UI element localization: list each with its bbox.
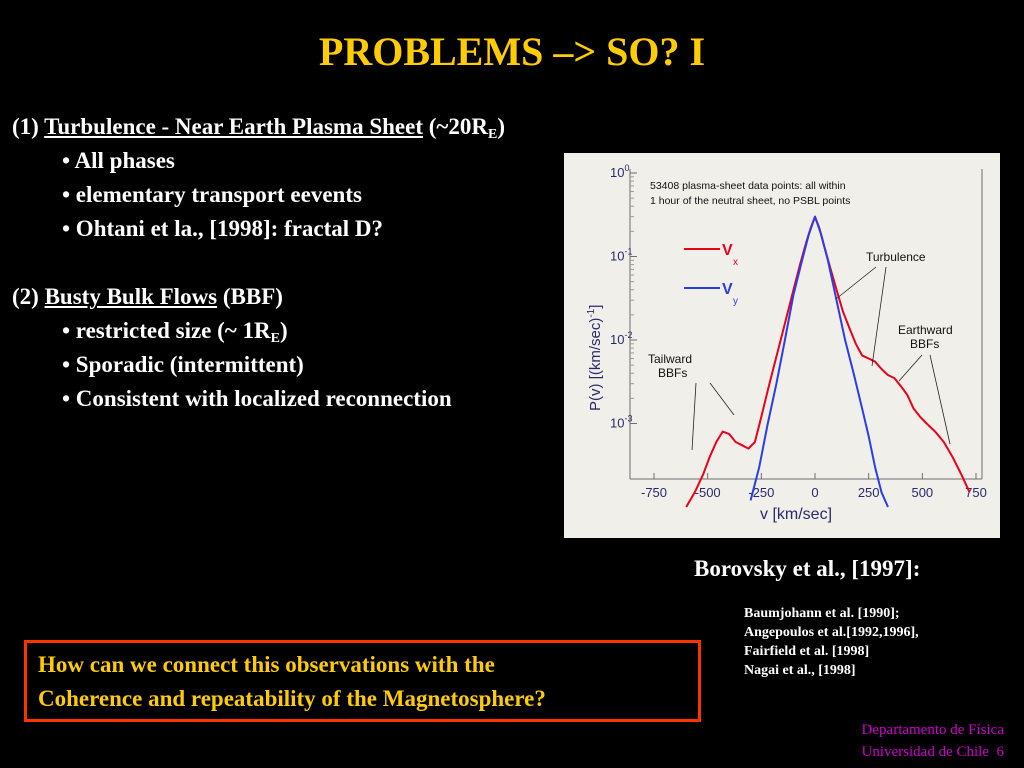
question-line: Coherence and repeatability of the Magne… xyxy=(38,686,546,711)
reference-list: Baumjohann et al. [1990]; Angepoulos et … xyxy=(744,604,919,680)
x-tick-label: 500 xyxy=(911,485,933,500)
section2-bullet: • Consistent with localized reconnection xyxy=(62,386,452,411)
velocity-distribution-figure: -750 -500 -250 0 250 500 750 100 10-1 10-2 10-3 5… xyxy=(564,153,1000,538)
y-tick-label: 100 xyxy=(610,163,629,180)
slide-title: PROBLEMS –> SO? I xyxy=(318,29,706,74)
footer-department: Departamento de Física xyxy=(861,722,1004,738)
reference-item: Angepoulos et al.[1992,1996], xyxy=(744,625,919,640)
x-tick-label: 750 xyxy=(965,485,987,500)
section1-suffix-close: ) xyxy=(497,114,506,139)
reference-item: Baumjohann et al. [1990]; xyxy=(744,606,900,621)
annotation-turbulence: Turbulence xyxy=(866,250,926,264)
x-tick-label: -500 xyxy=(695,485,721,500)
section1-bullet: • elementary transport eevents xyxy=(62,182,362,207)
y-tick-label: 10-1 xyxy=(610,247,632,264)
figure-annotations: Turbulence Earthward BBFs Tailward BBFs xyxy=(648,250,953,380)
x-tick-label: -750 xyxy=(641,485,667,500)
figure-note: 1 hour of the neutral sheet, no PSBL poi… xyxy=(650,195,850,207)
figure-legend: V x V y xyxy=(684,242,738,307)
figure-caption: Borovsky et al., [1997]: xyxy=(694,556,921,581)
x-tick-label: -250 xyxy=(748,485,774,500)
page-number: 6 xyxy=(996,744,1005,760)
legend-label-vy: V xyxy=(722,281,733,298)
question-box: How can we connect this observations wit… xyxy=(24,640,701,722)
figure-note: 53408 plasma-sheet data points: all with… xyxy=(650,180,846,192)
footer-university-name: Universidad de Chile xyxy=(861,744,989,760)
section2-prefix: (2) xyxy=(12,284,45,309)
section1-heading: (1) Turbulence - Near Earth Plasma Sheet… xyxy=(12,114,506,142)
series-line-vy xyxy=(749,215,889,508)
x-tick-labels: -750 -500 -250 0 250 500 750 xyxy=(641,473,987,500)
plot-axes xyxy=(629,169,983,480)
y-tick-labels: 100 10-1 10-2 10-3 xyxy=(610,163,637,431)
reference-item: Fairfield et al. [1998] xyxy=(744,644,870,659)
section2-bullet1-sub: E xyxy=(270,331,280,346)
section2-bullet: • Sporadic (intermittent) xyxy=(62,352,304,377)
plot-series xyxy=(685,215,971,508)
y-axis-label: P(v) [(km/sec)-1] xyxy=(586,305,604,411)
x-tick-label: 250 xyxy=(858,485,880,500)
annotation-tailward: Tailward xyxy=(648,352,692,366)
legend-label-vx: V xyxy=(722,242,733,259)
arrow-turbulence-right xyxy=(871,266,887,367)
x-axis-label: v [km/sec] xyxy=(760,506,832,523)
section1-bullet: • Ohtani et la., [1998]: fractal D? xyxy=(62,216,384,241)
legend-sub-vx: x xyxy=(733,257,738,268)
section1-suffix-sub: E xyxy=(488,127,498,142)
section1-prefix: (1) xyxy=(12,114,45,139)
section2-suffix: (BBF) xyxy=(217,284,283,309)
legend-sub-vy: y xyxy=(733,296,738,307)
figure-background xyxy=(564,153,1000,538)
section1-suffix: (~20R xyxy=(423,114,488,139)
y-tick-label: 10-3 xyxy=(610,414,632,431)
annotation-earthward: BBFs xyxy=(910,337,939,351)
annotation-tailward: BBFs xyxy=(658,366,687,380)
section1-topic: Turbulence - Near Earth Plasma Sheet xyxy=(44,114,424,139)
arrow-earthward-right xyxy=(929,354,951,445)
section2-bullet1-text: • restricted size (~ 1R xyxy=(62,318,271,343)
x-tick-label: 0 xyxy=(811,485,818,500)
annotation-earthward: Earthward xyxy=(898,323,953,337)
section2-topic: Busty Bulk Flows xyxy=(44,284,218,309)
reference-item: Nagai et al., [1998] xyxy=(744,663,856,678)
y-tick-label: 10-2 xyxy=(610,330,632,347)
section2-heading: (2) Busty Bulk Flows (BBF) xyxy=(12,284,283,310)
question-line: How can we connect this observations wit… xyxy=(38,652,495,677)
arrow-tailward-right xyxy=(709,382,735,416)
section2-bullet1-close: ) xyxy=(279,318,288,343)
arrow-earthward-left xyxy=(898,354,923,382)
footer-university: Universidad de Chile 6 xyxy=(862,744,1004,761)
section1-bullet: • All phases xyxy=(62,148,175,173)
section2-bullet: • restricted size (~ 1RE) xyxy=(62,318,288,346)
annotation-arrows xyxy=(691,266,951,451)
arrow-tailward-left xyxy=(691,382,697,451)
arrow-turbulence-left xyxy=(835,266,877,300)
